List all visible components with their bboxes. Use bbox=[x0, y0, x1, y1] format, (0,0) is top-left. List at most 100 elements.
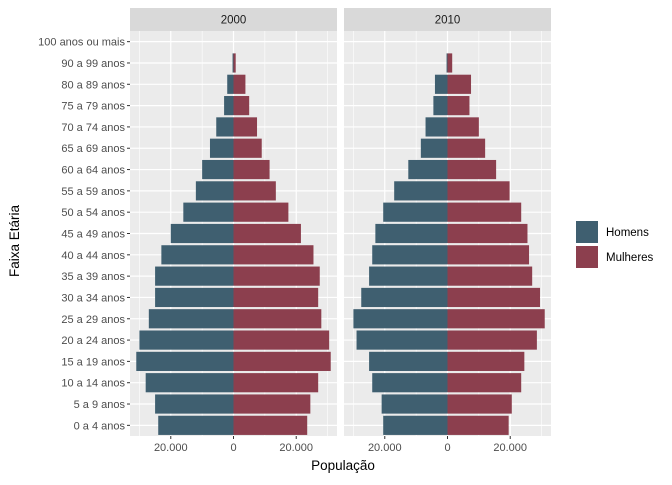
y-tick-label: 80 a 89 anos bbox=[61, 79, 125, 91]
y-tick-label: 60 a 64 anos bbox=[61, 165, 125, 177]
y-tick-label: 40 a 44 anos bbox=[61, 250, 125, 262]
y-tick-label: 75 a 79 anos bbox=[61, 101, 125, 113]
bar-mulheres bbox=[233, 223, 301, 244]
bar-mulheres bbox=[233, 96, 250, 116]
facet-panel-2000: 2000 20.000 0 20.000 bbox=[130, 8, 337, 454]
x-tick-label: 20.000 bbox=[493, 442, 527, 454]
bar-homens bbox=[195, 181, 234, 201]
facet-panel-2010: 2010 20.000 0 20.000 bbox=[344, 8, 551, 454]
bar-homens bbox=[361, 287, 448, 308]
facet-strip-label: 2000 bbox=[221, 15, 247, 27]
y-tick-label: 10 a 14 anos bbox=[61, 378, 125, 390]
bar-homens bbox=[148, 309, 234, 329]
bar-mulheres bbox=[447, 394, 512, 414]
bar-mulheres bbox=[447, 53, 453, 73]
bar-mulheres bbox=[233, 159, 270, 180]
bar-mulheres bbox=[447, 74, 472, 94]
y-tick-label: 100 anos ou mais bbox=[38, 37, 125, 49]
bar-homens bbox=[155, 287, 234, 308]
bar-mulheres bbox=[447, 330, 537, 350]
bar-mulheres bbox=[447, 266, 533, 286]
bar-homens bbox=[136, 351, 234, 371]
bar-mulheres bbox=[447, 117, 479, 137]
bar-mulheres bbox=[447, 309, 545, 329]
bar-mulheres bbox=[447, 415, 509, 435]
bar-homens bbox=[183, 202, 234, 222]
legend-label: Mulheres bbox=[606, 252, 654, 264]
legend: Homens Mulheres bbox=[576, 221, 654, 268]
bar-homens bbox=[446, 53, 448, 73]
bar-homens bbox=[433, 96, 448, 116]
bar-homens bbox=[434, 74, 448, 94]
bar-homens bbox=[202, 159, 234, 180]
bar-mulheres bbox=[233, 202, 289, 222]
bar-homens bbox=[375, 223, 448, 244]
bar-homens bbox=[383, 202, 448, 222]
bar-mulheres bbox=[233, 266, 320, 286]
y-tick-label: 70 a 74 anos bbox=[61, 122, 125, 134]
bar-mulheres bbox=[447, 223, 528, 244]
facet-strip bbox=[344, 8, 551, 31]
bar-mulheres bbox=[233, 181, 276, 201]
bar-homens bbox=[420, 138, 448, 158]
legend-label: Homens bbox=[606, 227, 649, 239]
bar-homens bbox=[369, 266, 448, 286]
facet-strip-label: 2010 bbox=[435, 15, 461, 27]
bar-homens bbox=[170, 223, 234, 244]
bar-homens bbox=[227, 74, 234, 94]
bar-mulheres bbox=[447, 245, 530, 265]
y-tick-label: 55 a 59 anos bbox=[61, 186, 125, 198]
bar-homens bbox=[408, 159, 448, 180]
bar-homens bbox=[209, 138, 234, 158]
bar-mulheres bbox=[447, 159, 497, 180]
bar-homens bbox=[224, 96, 234, 116]
bar-mulheres bbox=[233, 373, 319, 393]
bar-homens bbox=[425, 117, 448, 137]
bar-homens bbox=[155, 266, 234, 286]
bar-mulheres bbox=[233, 394, 311, 414]
x-tick-label: 20.000 bbox=[279, 442, 313, 454]
bar-mulheres bbox=[233, 351, 331, 371]
y-tick-label: 30 a 34 anos bbox=[61, 292, 125, 304]
bar-homens bbox=[353, 309, 448, 329]
bar-mulheres bbox=[233, 117, 258, 137]
bar-mulheres bbox=[233, 53, 236, 73]
y-tick-label: 45 a 49 anos bbox=[61, 229, 125, 241]
y-tick-label: 65 a 69 anos bbox=[61, 143, 125, 155]
bar-mulheres bbox=[447, 351, 525, 371]
bar-homens bbox=[394, 181, 448, 201]
panels-layer: 2000 20.000 0 20.000 2010 20.000 0 20.000 bbox=[130, 8, 551, 454]
y-tick-label: 20 a 24 anos bbox=[61, 335, 125, 347]
bar-homens bbox=[381, 394, 448, 414]
bar-homens bbox=[383, 415, 448, 435]
bar-homens bbox=[372, 245, 448, 265]
bar-mulheres bbox=[233, 74, 246, 94]
x-tick-label: 0 bbox=[444, 442, 450, 454]
bar-homens bbox=[369, 351, 448, 371]
bar-homens bbox=[372, 373, 448, 393]
bar-mulheres bbox=[447, 373, 522, 393]
bar-homens bbox=[161, 245, 234, 265]
x-tick-label: 20.000 bbox=[154, 442, 188, 454]
bar-mulheres bbox=[447, 287, 541, 308]
bar-mulheres bbox=[447, 202, 522, 222]
y-tick-label: 25 a 29 anos bbox=[61, 314, 125, 326]
facet-strip bbox=[130, 8, 337, 31]
y-tick-label: 5 a 9 anos bbox=[74, 399, 126, 411]
bar-mulheres bbox=[233, 415, 308, 435]
bar-homens bbox=[232, 53, 234, 73]
x-tick-label: 20.000 bbox=[368, 442, 402, 454]
bar-mulheres bbox=[233, 287, 319, 308]
bar-mulheres bbox=[233, 309, 322, 329]
bar-homens bbox=[145, 373, 234, 393]
y-tick-labels: 0 a 4 anos 5 a 9 anos 10 a 14 anos 15 a 19 … bbox=[38, 37, 130, 432]
legend-key-homens bbox=[576, 221, 598, 243]
x-axis-title: População bbox=[311, 458, 375, 473]
bar-mulheres bbox=[233, 330, 330, 350]
bar-mulheres bbox=[233, 138, 262, 158]
bar-mulheres bbox=[447, 181, 510, 201]
y-tick-label: 50 a 54 anos bbox=[61, 207, 125, 219]
y-tick-label: 15 a 19 anos bbox=[61, 356, 125, 368]
